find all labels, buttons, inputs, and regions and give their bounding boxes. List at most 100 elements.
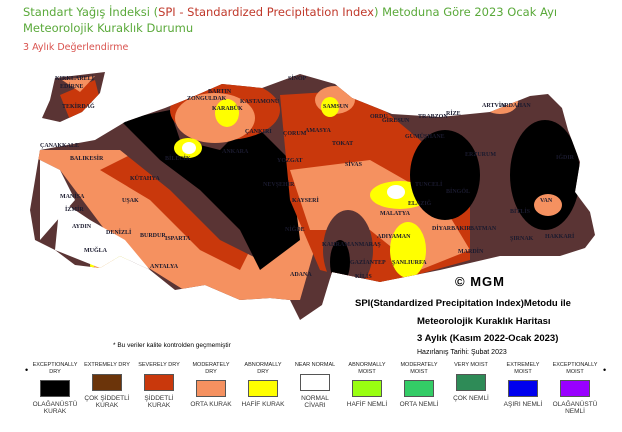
city-label: ERZURUM: [465, 152, 496, 158]
legend-item-exceptionally-dry: EXCEPTIONALLY DRY OLAĞANÜSTÜ KURAK: [30, 362, 80, 415]
city-label: ELAZIĞ: [408, 199, 432, 207]
city-label: KİLİS: [355, 273, 372, 280]
city-label: DENİZLİ: [106, 229, 132, 236]
city-label: ISPARTA: [165, 236, 191, 242]
city-label: YOZGAT: [277, 158, 303, 164]
legend-swatch: [560, 380, 590, 397]
spi-regions: [30, 72, 595, 320]
legend-item-moderately-dry: MODERATELY DRY ORTA KURAK: [186, 362, 236, 415]
map-info-line3: 3 Aylık (Kasım 2022-Ocak 2023): [417, 333, 559, 344]
legend-swatch: [92, 373, 122, 391]
city-label: ADANA: [290, 272, 312, 278]
legend-swatch: [248, 380, 278, 397]
legend-item-extremely-dry: EXTREMELY DRY ÇOK ŞİDDETLİ KURAK: [82, 362, 132, 415]
legend-en: ABNORMALLY MOIST: [348, 362, 386, 375]
legend-en: ABNORMALLY DRY: [244, 362, 282, 375]
city-label: ŞANLIURFA: [392, 260, 427, 266]
city-label: GAZİANTEP: [350, 259, 386, 266]
legend-swatch: [352, 380, 382, 397]
city-label: MARDİN: [458, 248, 484, 255]
legend-tr: ŞİDDETLİ KURAK: [144, 394, 174, 409]
city-label: ANTALYA: [150, 264, 179, 270]
legend-item-exceptionally-moist: EXCEPTIONALLY MOIST OLAĞANÜSTÜ NEMLİ: [550, 362, 600, 415]
city-label: AYDIN: [72, 224, 92, 230]
legend-en: SEVERELY DRY: [138, 362, 180, 368]
city-label: ARDAHAN: [500, 103, 531, 109]
city-label: SİVAS: [345, 161, 363, 168]
city-label: IĞDIR: [556, 153, 575, 161]
city-label: SİNOP: [288, 75, 307, 82]
legend-tr: ÇOK NEMLİ: [453, 394, 489, 402]
legend-en: EXCEPTIONALLY DRY: [32, 362, 78, 375]
title-highlight: SPI - Standardized Precipitation Index: [158, 5, 374, 19]
city-label: ŞIRNAK: [510, 236, 534, 242]
city-label: BURDUR: [140, 233, 166, 239]
legend-en: EXTREMELY MOIST: [506, 362, 540, 375]
city-label: UŞAK: [122, 198, 139, 204]
legend-item-very-moist: VERY MOIST ÇOK NEMLİ: [446, 362, 496, 415]
map-info-line2: Meteorolojik Kuraklık Haritası: [417, 316, 551, 327]
city-labels: KIRKLARELİ EDİRNE TEKİRDAĞ ÇANAKKALE BAL…: [40, 75, 575, 280]
city-label: BİNGÖL: [446, 188, 470, 195]
legend-item-abnormally-dry: ABNORMALLY DRY HAFİF KURAK: [238, 362, 288, 415]
legend-tr: OLAĞANÜSTÜ KURAK: [32, 401, 78, 415]
legend-item-near-normal: NEAR NORMAL NORMAL CİVARI: [290, 362, 340, 415]
legend-en: EXCEPTIONALLY MOIST: [552, 362, 598, 375]
city-label: ÇORUM: [283, 131, 307, 137]
city-label: ANKARA: [222, 149, 249, 155]
city-label: EDİRNE: [60, 83, 83, 90]
city-label: KIRKLARELİ: [55, 75, 95, 82]
city-label: TOKAT: [332, 141, 353, 147]
map-info-line1: SPI(Standardized Precipitation Index)Met…: [355, 298, 571, 309]
city-label: ÇANAKKALE: [40, 143, 79, 149]
city-label: NEVŞEHİR: [263, 181, 295, 188]
city-label: TEKİRDAĞ: [62, 102, 95, 110]
city-label: MANİSA: [60, 193, 85, 200]
legend-swatch: [40, 380, 70, 397]
city-label: GÜMÜŞHANE: [405, 133, 445, 140]
legend-tr: ORTA NEMLİ: [399, 401, 439, 408]
legend-en: VERY MOIST: [454, 362, 488, 368]
mgm-copyright: © MGM: [455, 274, 505, 289]
city-label: BATMAN: [470, 226, 497, 232]
drought-map: KIRKLARELİ EDİRNE TEKİRDAĞ ÇANAKKALE BAL…: [30, 72, 595, 320]
title-text: Standart Yağış İndeksi (: [23, 5, 159, 19]
legend-en: EXTREMELY DRY: [84, 362, 130, 368]
city-label: TRABZON: [418, 114, 448, 120]
city-label: ADIYAMAN: [377, 234, 411, 240]
city-label: KAHRAMANMARAŞ: [322, 242, 381, 248]
legend-item-extremely-moist: EXTREMELY MOIST AŞIRI NEMLİ: [498, 362, 548, 415]
legend-tr: HAFİF NEMLİ: [346, 401, 388, 408]
city-label: KAYSERİ: [292, 197, 319, 204]
legend-en: MODERATELY MOIST: [400, 362, 438, 375]
legend: EXCEPTIONALLY DRY OLAĞANÜSTÜ KURAK EXTREM…: [30, 362, 600, 415]
city-label: MUĞLA: [84, 246, 108, 254]
city-label: GİRESUN: [382, 117, 410, 124]
city-label: BİLECİK: [165, 155, 191, 162]
legend-en: MODERATELY DRY: [192, 362, 230, 375]
legend-en: NEAR NORMAL: [294, 362, 336, 368]
city-label: VAN: [540, 198, 553, 204]
city-label: NİĞDE: [285, 225, 305, 233]
city-label: SAMSUN: [323, 104, 349, 110]
city-label: ORDU: [370, 114, 388, 120]
city-label: TUNCELİ: [415, 181, 443, 188]
city-label: AMASYA: [305, 128, 331, 134]
city-label: MALATYA: [380, 211, 411, 217]
city-label: KÜTAHYA: [130, 175, 160, 182]
legend-swatch: [404, 380, 434, 397]
page-title: Standart Yağış İndeksi (SPI - Standardiz…: [23, 4, 613, 36]
city-label: ZONGULDAK: [187, 96, 227, 102]
legend-tr: HAFİF KURAK: [241, 401, 285, 408]
legend-tr: OLAĞANÜSTÜ NEMLİ: [552, 401, 598, 415]
city-label: ARTVİN: [482, 102, 506, 109]
city-label: KASTAMONU: [240, 99, 280, 105]
legend-item-moderately-moist: MODERATELY MOIST ORTA NEMLİ: [394, 362, 444, 415]
bullet: •: [25, 365, 29, 375]
city-label: KARABÜK: [212, 105, 243, 112]
legend-swatch: [300, 373, 330, 391]
legend-tr: ÇOK ŞİDDETLİ KURAK: [84, 394, 130, 409]
legend-tr: AŞIRI NEMLİ: [503, 401, 543, 408]
city-label: BARTIN: [208, 89, 232, 95]
city-label: İZMİR: [65, 206, 84, 213]
